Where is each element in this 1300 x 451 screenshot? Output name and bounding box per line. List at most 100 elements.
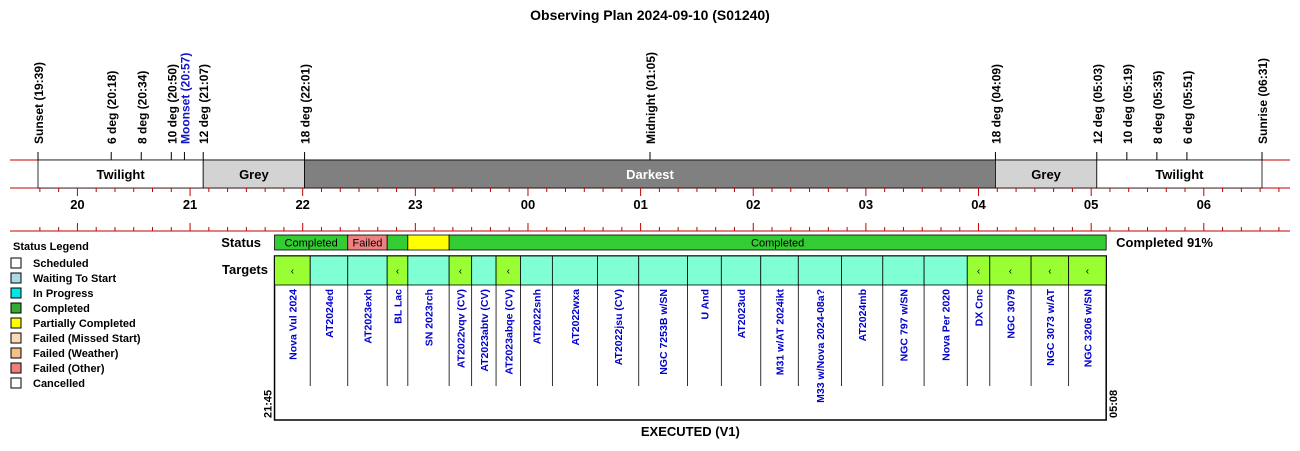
target-name: AT2023ud: [736, 289, 748, 338]
twilight-band: [202, 159, 305, 189]
hour-tick-label: 05: [1084, 197, 1098, 212]
target-block: [989, 255, 1032, 286]
status-segment: [448, 234, 1107, 251]
target-marker: ‹: [396, 266, 399, 277]
hour-tick-label: 00: [521, 197, 535, 212]
target-block: [638, 255, 688, 286]
target-block: [720, 255, 762, 286]
event-label: 8 deg (05:35): [1151, 71, 1165, 144]
target-name: AT2024ed: [324, 289, 336, 338]
target-name: M31 w/AT 2024ikt: [775, 289, 787, 376]
target-block: [520, 255, 553, 286]
event-label: 6 deg (20:18): [105, 71, 119, 144]
target-name: SN 2023rch: [423, 289, 435, 346]
target-block: [841, 255, 884, 286]
legend-swatch: [10, 362, 22, 374]
status-segment-label: Completed: [751, 238, 804, 250]
twilight-band: [1096, 159, 1263, 189]
twilight-band-label: Darkest: [626, 167, 674, 182]
hour-tick-label: 21: [183, 197, 197, 212]
legend-swatch: [10, 257, 22, 269]
legend-swatch: [10, 272, 22, 284]
event-label: 6 deg (05:51): [1181, 71, 1195, 144]
target-name: AT2022jsu (CV): [613, 289, 625, 365]
hour-tick-label: 20: [70, 197, 84, 212]
target-name: AT2023abtv (CV): [479, 289, 491, 372]
target-name: NGC 7253B w/SN: [658, 289, 670, 375]
hour-tick-label: 03: [859, 197, 873, 212]
target-block: [797, 255, 842, 286]
target-block: [687, 255, 722, 286]
target-marker: ‹: [1086, 266, 1089, 277]
target-marker: ‹: [459, 266, 462, 277]
target-block: [1068, 255, 1107, 286]
target-block: [923, 255, 968, 286]
legend-label: Completed: [33, 303, 90, 315]
target-name: Nova Vul 2024: [287, 289, 299, 360]
target-marker: ‹: [1048, 266, 1051, 277]
legend-label: Scheduled: [33, 258, 89, 270]
target-name: BL Lac: [393, 289, 405, 324]
target-block: [1030, 255, 1070, 286]
target-block: [407, 255, 450, 286]
twilight-band-label: Twilight: [1155, 167, 1204, 182]
twilight-band-label: Grey: [239, 167, 269, 182]
target-marker: ‹: [507, 266, 510, 277]
plan-end-label: 05:08: [1108, 390, 1120, 418]
target-name: DX Cnc: [974, 289, 986, 327]
target-name: AT2022wxa: [570, 289, 582, 346]
target-block: [309, 255, 349, 286]
hour-tick-label: 04: [971, 197, 986, 212]
status-segment-label: Completed: [285, 238, 338, 250]
legend-swatch: [10, 347, 22, 359]
legend-swatch: [10, 317, 22, 329]
event-label: 18 deg (22:01): [299, 64, 313, 144]
target-name: AT2022snh: [531, 289, 543, 344]
event-label: Midnight (01:05): [644, 52, 658, 144]
event-label: 8 deg (20:34): [135, 71, 149, 144]
hour-tick-label: 06: [1197, 197, 1211, 212]
target-name: NGC 3206 w/SN: [1082, 289, 1094, 367]
target-name: NGC 3079: [1005, 289, 1017, 339]
status-row-label: Status: [221, 235, 261, 250]
target-marker: ‹: [291, 266, 294, 277]
target-name: Nova Per 2020: [941, 289, 953, 361]
legend-label: In Progress: [33, 288, 94, 300]
plan-start-label: 21:45: [263, 390, 275, 418]
legend-label: Waiting To Start: [33, 273, 116, 285]
hour-tick-label: 22: [295, 197, 309, 212]
legend-label: Failed (Weather): [33, 348, 119, 360]
hour-tick-label: 23: [408, 197, 422, 212]
footer-label: EXECUTED (V1): [641, 424, 740, 439]
target-name: AT2023exh: [362, 289, 374, 344]
legend-swatch: [10, 302, 22, 314]
event-label: 10 deg (20:50): [165, 64, 179, 144]
target-block: [495, 255, 521, 286]
target-name: AT2022vqv (CV): [455, 289, 467, 368]
completion-text: Completed 91%: [1116, 235, 1213, 250]
hour-tick-label: 02: [746, 197, 760, 212]
target-name: U And: [699, 289, 711, 320]
target-name: M33 w/Nova 2024-08a?: [815, 289, 827, 403]
target-marker: ‹: [1009, 266, 1012, 277]
legend-label: Failed (Other): [33, 363, 105, 375]
chart-title: Observing Plan 2024-09-10 (S01240): [530, 7, 770, 23]
target-block: [347, 255, 388, 286]
status-segment-label: Failed: [352, 238, 382, 250]
twilight-band: [37, 159, 204, 189]
target-block: [597, 255, 640, 286]
twilight-band-label: Grey: [1031, 167, 1061, 182]
twilight-band: [304, 159, 996, 189]
legend-label: Partially Completed: [33, 318, 136, 330]
target-name: AT2023abqe (CV): [503, 289, 515, 375]
event-label: 10 deg (05:19): [1121, 64, 1135, 144]
target-name: NGC 797 w/SN: [898, 289, 910, 361]
legend-swatch: [10, 377, 22, 389]
status-segment: [386, 234, 409, 251]
hour-tick-label: 01: [633, 197, 647, 212]
event-label: Sunrise (06:31): [1256, 58, 1270, 144]
event-label: 12 deg (21:07): [197, 64, 211, 144]
legend-label: Failed (Missed Start): [33, 333, 141, 345]
targets-row-label: Targets: [222, 262, 268, 277]
